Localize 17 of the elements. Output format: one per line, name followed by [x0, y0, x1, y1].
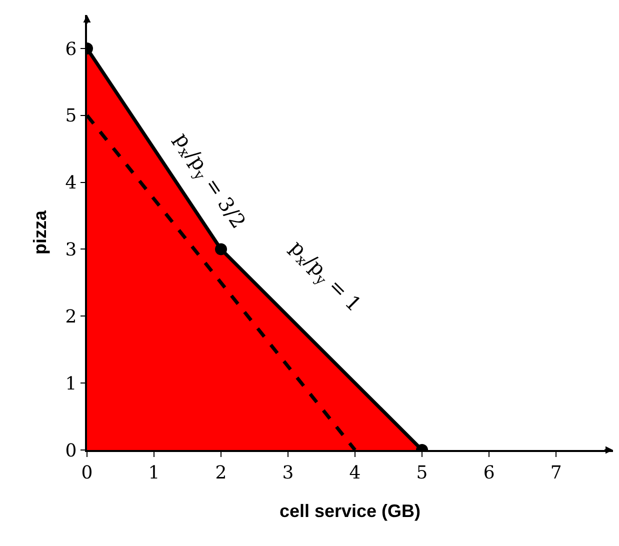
x-tick-label: 2 — [215, 462, 227, 484]
x-tick-label: 6 — [483, 462, 495, 484]
y-tick-label: 5 — [65, 106, 77, 127]
y-tick-label: 3 — [65, 240, 77, 261]
y-axis-title: pizza — [30, 210, 50, 255]
y-tick-label: 2 — [65, 306, 77, 328]
y-tick-label: 0 — [65, 440, 77, 462]
x-tick-label: 7 — [550, 462, 562, 484]
x-axis-title: cell service (GB) — [279, 500, 421, 521]
x-tick-label: 0 — [81, 462, 93, 484]
x-tick-label: 3 — [282, 462, 294, 484]
y-tick-label: 4 — [65, 172, 77, 194]
x-tick-label: 5 — [416, 462, 428, 484]
y-tick-label: 6 — [65, 38, 77, 60]
x-tick-label: 4 — [349, 462, 361, 484]
x-tick-label: 1 — [148, 462, 160, 484]
y-tick-label: 1 — [65, 373, 77, 394]
